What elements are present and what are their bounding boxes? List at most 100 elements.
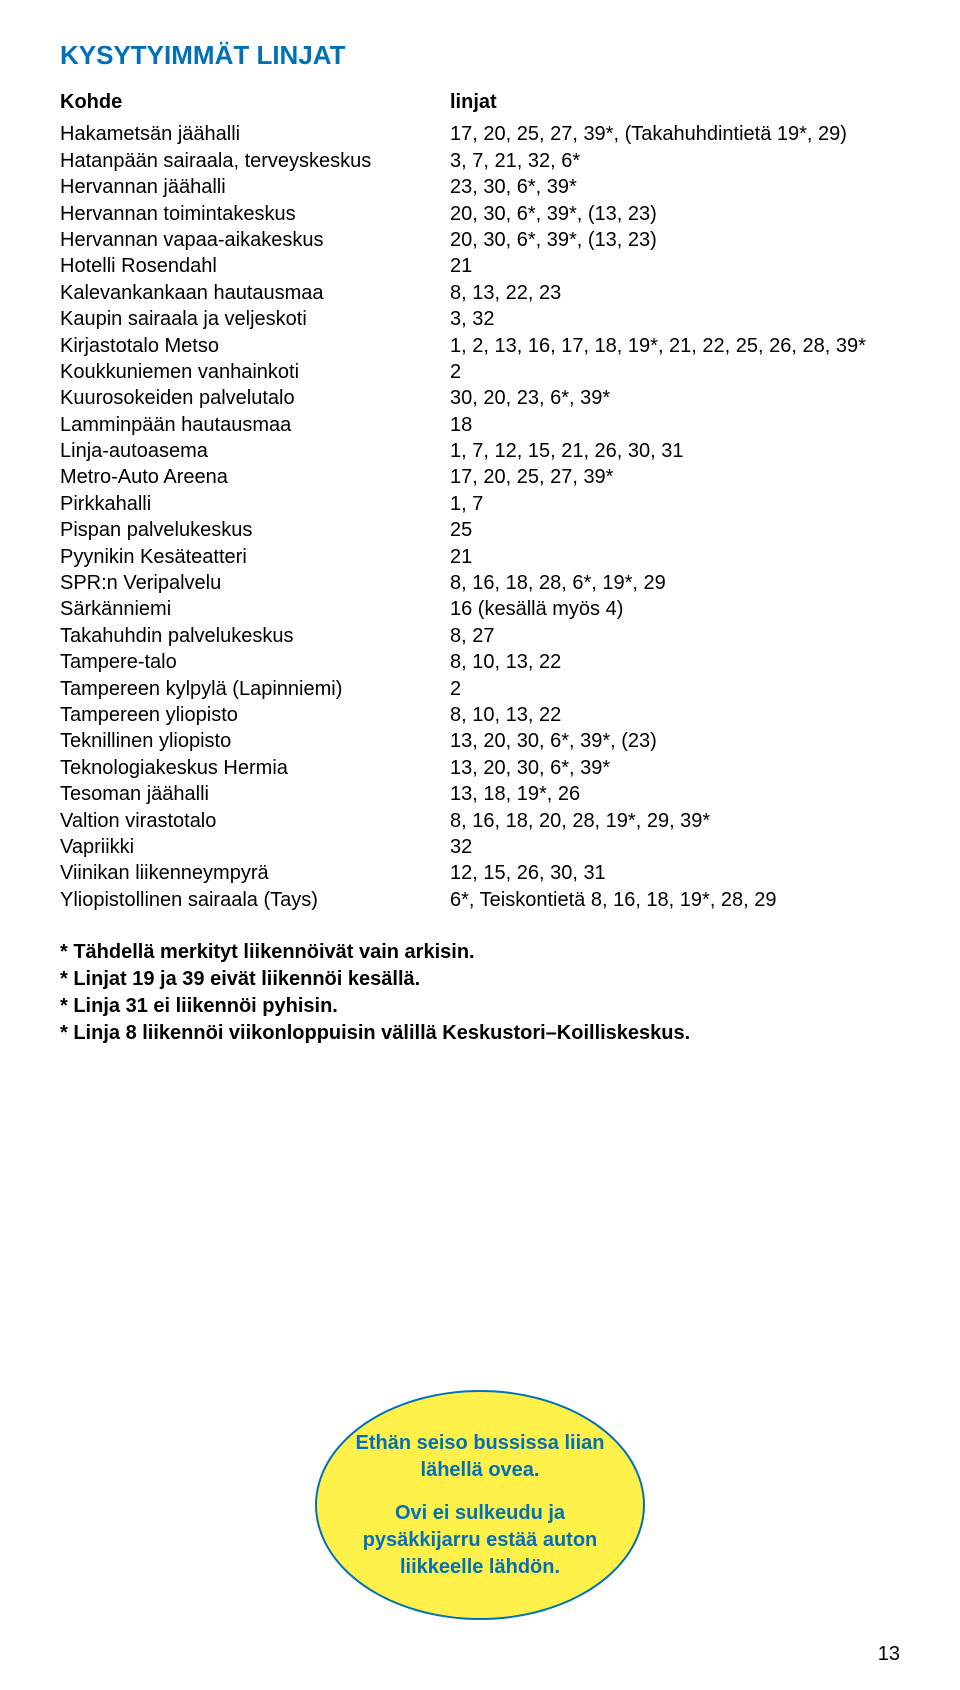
table-row: Vapriikki32 bbox=[60, 834, 900, 860]
table-row: Koukkuniemen vanhainkoti2 bbox=[60, 359, 900, 385]
cell-linjat: 8, 13, 22, 23 bbox=[450, 280, 900, 306]
table-row: Yliopistollinen sairaala (Tays)6*, Teisk… bbox=[60, 887, 900, 913]
cell-linjat: 8, 27 bbox=[450, 623, 900, 649]
cell-kohde: Linja-autoasema bbox=[60, 438, 450, 464]
bubble-text-2: Ovi ei sulkeudu ja pysäkkijarru estää au… bbox=[351, 1500, 609, 1581]
cell-linjat: 3, 7, 21, 32, 6* bbox=[450, 148, 900, 174]
cell-kohde: Metro-Auto Areena bbox=[60, 464, 450, 490]
footnotes: * Tähdellä merkityt liikennöivät vain ar… bbox=[60, 939, 900, 1047]
cell-kohde: Särkänniemi bbox=[60, 596, 450, 622]
cell-kohde: Kaupin sairaala ja veljeskoti bbox=[60, 306, 450, 332]
header-linjat: linjat bbox=[450, 89, 900, 115]
table-row: Pirkkahalli1, 7 bbox=[60, 491, 900, 517]
cell-linjat: 3, 32 bbox=[450, 306, 900, 332]
table-row: Viinikan liikenneympyrä12, 15, 26, 30, 3… bbox=[60, 860, 900, 886]
cell-linjat: 30, 20, 23, 6*, 39* bbox=[450, 385, 900, 411]
cell-kohde: Hotelli Rosendahl bbox=[60, 253, 450, 279]
bubble-text-1: Ethän seiso bussissa liian lähellä ovea. bbox=[351, 1430, 609, 1484]
cell-linjat: 13, 18, 19*, 26 bbox=[450, 781, 900, 807]
cell-linjat: 12, 15, 26, 30, 31 bbox=[450, 860, 900, 886]
footnote-line: * Linja 31 ei liikennöi pyhisin. bbox=[60, 993, 900, 1020]
routes-table: Kohde linjat Hakametsän jäähalli17, 20, … bbox=[60, 89, 900, 913]
table-row: Kuurosokeiden palvelutalo30, 20, 23, 6*,… bbox=[60, 385, 900, 411]
cell-linjat: 18 bbox=[450, 412, 900, 438]
cell-linjat: 1, 7 bbox=[450, 491, 900, 517]
info-bubble-container: Ethän seiso bussissa liian lähellä ovea.… bbox=[0, 1390, 960, 1620]
table-row: Pyynikin Kesäteatteri21 bbox=[60, 544, 900, 570]
cell-linjat: 32 bbox=[450, 834, 900, 860]
cell-linjat: 8, 16, 18, 28, 6*, 19*, 29 bbox=[450, 570, 900, 596]
cell-kohde: Viinikan liikenneympyrä bbox=[60, 860, 450, 886]
cell-kohde: Teknologiakeskus Hermia bbox=[60, 755, 450, 781]
table-row: Tampereen kylpylä (Lapinniemi)2 bbox=[60, 676, 900, 702]
cell-kohde: Hervannan toimintakeskus bbox=[60, 201, 450, 227]
cell-linjat: 17, 20, 25, 27, 39*, (Takahuhdintietä 19… bbox=[450, 121, 900, 147]
table-row: Hervannan toimintakeskus20, 30, 6*, 39*,… bbox=[60, 201, 900, 227]
table-row: Takahuhdin palvelukeskus8, 27 bbox=[60, 623, 900, 649]
cell-kohde: Tampere-talo bbox=[60, 649, 450, 675]
table-row: Pispan palvelukeskus25 bbox=[60, 517, 900, 543]
cell-kohde: Lamminpään hautausmaa bbox=[60, 412, 450, 438]
cell-kohde: Hervannan jäähalli bbox=[60, 174, 450, 200]
cell-linjat: 1, 7, 12, 15, 21, 26, 30, 31 bbox=[450, 438, 900, 464]
cell-linjat: 2 bbox=[450, 359, 900, 385]
cell-kohde: Pyynikin Kesäteatteri bbox=[60, 544, 450, 570]
footnote-line: * Tähdellä merkityt liikennöivät vain ar… bbox=[60, 939, 900, 966]
cell-kohde: Hatanpään sairaala, terveyskeskus bbox=[60, 148, 450, 174]
page-title: KYSYTYIMMÄT LINJAT bbox=[60, 40, 900, 71]
cell-kohde: Pirkkahalli bbox=[60, 491, 450, 517]
cell-linjat: 16 (kesällä myös 4) bbox=[450, 596, 900, 622]
cell-kohde: Yliopistollinen sairaala (Tays) bbox=[60, 887, 450, 913]
cell-kohde: Teknillinen yliopisto bbox=[60, 728, 450, 754]
header-kohde: Kohde bbox=[60, 89, 450, 115]
cell-linjat: 8, 10, 13, 22 bbox=[450, 702, 900, 728]
table-row: Kalevankankaan hautausmaa8, 13, 22, 23 bbox=[60, 280, 900, 306]
table-row: Kirjastotalo Metso1, 2, 13, 16, 17, 18, … bbox=[60, 333, 900, 359]
table-row: Tampereen yliopisto8, 10, 13, 22 bbox=[60, 702, 900, 728]
cell-linjat: 21 bbox=[450, 253, 900, 279]
cell-linjat: 2 bbox=[450, 676, 900, 702]
table-row: Teknillinen yliopisto13, 20, 30, 6*, 39*… bbox=[60, 728, 900, 754]
cell-kohde: Takahuhdin palvelukeskus bbox=[60, 623, 450, 649]
cell-kohde: Kuurosokeiden palvelutalo bbox=[60, 385, 450, 411]
cell-kohde: Kalevankankaan hautausmaa bbox=[60, 280, 450, 306]
table-row: Tampere-talo8, 10, 13, 22 bbox=[60, 649, 900, 675]
cell-kohde: Hakametsän jäähalli bbox=[60, 121, 450, 147]
table-row: Metro-Auto Areena17, 20, 25, 27, 39* bbox=[60, 464, 900, 490]
cell-linjat: 21 bbox=[450, 544, 900, 570]
table-row: Linja-autoasema1, 7, 12, 15, 21, 26, 30,… bbox=[60, 438, 900, 464]
footnote-line: * Linja 8 liikennöi viikonloppuisin väli… bbox=[60, 1020, 900, 1047]
table-row: Tesoman jäähalli13, 18, 19*, 26 bbox=[60, 781, 900, 807]
cell-linjat: 6*, Teiskontietä 8, 16, 18, 19*, 28, 29 bbox=[450, 887, 900, 913]
table-row: Särkänniemi16 (kesällä myös 4) bbox=[60, 596, 900, 622]
cell-linjat: 8, 10, 13, 22 bbox=[450, 649, 900, 675]
cell-kohde: Tesoman jäähalli bbox=[60, 781, 450, 807]
cell-linjat: 23, 30, 6*, 39* bbox=[450, 174, 900, 200]
table-row: Hotelli Rosendahl21 bbox=[60, 253, 900, 279]
cell-kohde: Tampereen yliopisto bbox=[60, 702, 450, 728]
table-row: Hervannan vapaa-aikakeskus20, 30, 6*, 39… bbox=[60, 227, 900, 253]
cell-linjat: 1, 2, 13, 16, 17, 18, 19*, 21, 22, 25, 2… bbox=[450, 333, 900, 359]
cell-kohde: Valtion virastotalo bbox=[60, 808, 450, 834]
cell-kohde: Tampereen kylpylä (Lapinniemi) bbox=[60, 676, 450, 702]
cell-linjat: 20, 30, 6*, 39*, (13, 23) bbox=[450, 227, 900, 253]
cell-kohde: Vapriikki bbox=[60, 834, 450, 860]
table-header: Kohde linjat bbox=[60, 89, 900, 115]
table-row: Valtion virastotalo8, 16, 18, 20, 28, 19… bbox=[60, 808, 900, 834]
cell-linjat: 20, 30, 6*, 39*, (13, 23) bbox=[450, 201, 900, 227]
table-row: Hervannan jäähalli23, 30, 6*, 39* bbox=[60, 174, 900, 200]
cell-linjat: 8, 16, 18, 20, 28, 19*, 29, 39* bbox=[450, 808, 900, 834]
cell-kohde: Pispan palvelukeskus bbox=[60, 517, 450, 543]
table-row: Lamminpään hautausmaa18 bbox=[60, 412, 900, 438]
cell-linjat: 13, 20, 30, 6*, 39* bbox=[450, 755, 900, 781]
cell-kohde: Hervannan vapaa-aikakeskus bbox=[60, 227, 450, 253]
table-row: SPR:n Veripalvelu8, 16, 18, 28, 6*, 19*,… bbox=[60, 570, 900, 596]
footnote-line: * Linjat 19 ja 39 eivät liikennöi kesäll… bbox=[60, 966, 900, 993]
info-bubble: Ethän seiso bussissa liian lähellä ovea.… bbox=[315, 1390, 645, 1620]
table-row: Hakametsän jäähalli17, 20, 25, 27, 39*, … bbox=[60, 121, 900, 147]
cell-kohde: SPR:n Veripalvelu bbox=[60, 570, 450, 596]
table-row: Hatanpään sairaala, terveyskeskus3, 7, 2… bbox=[60, 148, 900, 174]
table-row: Kaupin sairaala ja veljeskoti3, 32 bbox=[60, 306, 900, 332]
cell-kohde: Kirjastotalo Metso bbox=[60, 333, 450, 359]
cell-linjat: 13, 20, 30, 6*, 39*, (23) bbox=[450, 728, 900, 754]
